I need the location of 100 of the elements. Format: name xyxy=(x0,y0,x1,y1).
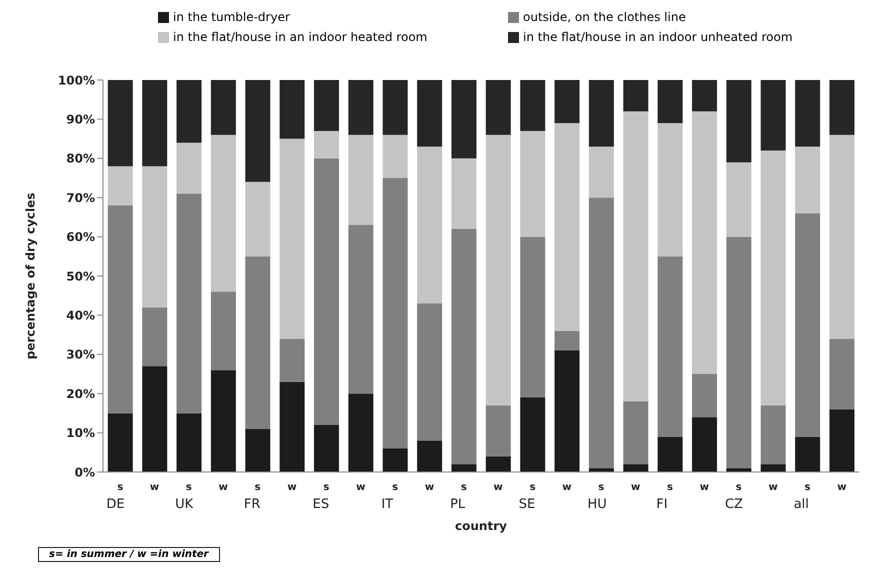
bar xyxy=(658,436,683,472)
bar xyxy=(210,292,236,370)
bar xyxy=(417,80,442,147)
bar xyxy=(280,338,305,382)
bar xyxy=(829,80,854,135)
x-tick-label: w xyxy=(700,482,709,493)
text: FI xyxy=(656,497,668,512)
bar xyxy=(588,146,614,198)
bar xyxy=(280,382,305,472)
y-axis-title: percentage of dry cycles xyxy=(23,192,38,360)
bar xyxy=(314,158,339,425)
y-tick-label: 100% xyxy=(58,73,95,88)
bar xyxy=(486,80,511,135)
bar xyxy=(210,134,236,292)
bar xyxy=(520,236,546,398)
bar xyxy=(280,138,305,339)
bar xyxy=(692,417,717,472)
bar xyxy=(623,80,648,112)
x-tick-label: s xyxy=(667,482,674,493)
bar xyxy=(108,166,133,206)
bar xyxy=(795,213,820,437)
bar xyxy=(623,464,648,472)
bar xyxy=(658,80,683,124)
bar xyxy=(692,374,717,418)
bar xyxy=(280,80,305,139)
bar xyxy=(486,134,511,406)
bar xyxy=(314,130,339,158)
x-tick-label: w xyxy=(837,482,846,493)
x-tick-label: w xyxy=(494,482,503,493)
bar xyxy=(760,464,786,472)
x-tick-label: w xyxy=(562,482,572,493)
x-tick-label: w xyxy=(631,482,640,493)
bar xyxy=(451,80,476,158)
bar xyxy=(245,428,270,472)
bar xyxy=(142,80,168,166)
bar xyxy=(176,142,202,194)
bar xyxy=(348,134,374,226)
bar xyxy=(554,350,580,472)
bar xyxy=(314,80,339,131)
bar xyxy=(486,456,511,472)
x-tick-label: s xyxy=(598,482,604,493)
bar xyxy=(382,80,408,135)
y-tick-label: 0% xyxy=(74,465,95,480)
bar xyxy=(314,424,339,472)
x-tick-label: w xyxy=(768,482,778,493)
x-tick-label: w xyxy=(218,482,228,493)
bar xyxy=(588,198,614,468)
bar xyxy=(760,405,786,464)
text: SE xyxy=(518,497,536,512)
bar xyxy=(795,80,820,147)
bar xyxy=(760,150,786,406)
bar xyxy=(417,440,442,472)
bar xyxy=(176,413,202,472)
bar xyxy=(658,123,683,256)
bar xyxy=(726,236,752,468)
bar xyxy=(623,111,648,402)
bar xyxy=(451,464,476,472)
bar xyxy=(658,256,683,437)
bar xyxy=(417,303,442,441)
legend-label: in the tumble-dryer xyxy=(173,10,290,24)
text: CZ xyxy=(724,497,744,512)
legend-label: outside, on the clothes line xyxy=(523,10,686,24)
bar xyxy=(795,436,820,472)
bar xyxy=(176,194,202,414)
bar xyxy=(348,394,374,472)
bar xyxy=(623,401,648,464)
x-tick-label: s xyxy=(323,482,330,493)
x-tick-label: s xyxy=(736,482,742,493)
x-tick-label: s xyxy=(117,482,124,493)
x-tick-label: s xyxy=(392,482,398,493)
y-tick-label: 90% xyxy=(66,112,95,126)
legend-label: in the flat/house in an indoor unheated room xyxy=(523,30,793,44)
bar xyxy=(829,409,854,472)
x-tick-label: w xyxy=(356,482,366,493)
bar xyxy=(829,338,854,410)
y-tick-label: 80% xyxy=(66,152,95,166)
legend-label: in the flat/house in an indoor heated room xyxy=(173,30,428,44)
bar xyxy=(108,205,133,414)
bar xyxy=(348,80,374,135)
bar xyxy=(588,80,614,147)
y-tick-label: 30% xyxy=(66,348,95,362)
bar xyxy=(692,111,717,374)
bar xyxy=(142,166,168,308)
bar xyxy=(554,123,580,331)
bar xyxy=(210,80,236,135)
y-tick-label: 70% xyxy=(66,190,95,205)
text: HU xyxy=(588,497,607,512)
y-tick-label: 20% xyxy=(66,386,95,401)
bar xyxy=(520,80,546,131)
bar xyxy=(520,398,546,472)
bar xyxy=(142,366,168,472)
bar xyxy=(142,307,168,366)
text: UK xyxy=(175,497,194,512)
bar xyxy=(451,158,476,229)
bar xyxy=(176,80,202,143)
bar xyxy=(554,80,580,124)
bar xyxy=(795,146,820,214)
bar xyxy=(554,330,580,350)
y-tick-label: 50% xyxy=(66,269,95,284)
bar xyxy=(829,134,854,339)
